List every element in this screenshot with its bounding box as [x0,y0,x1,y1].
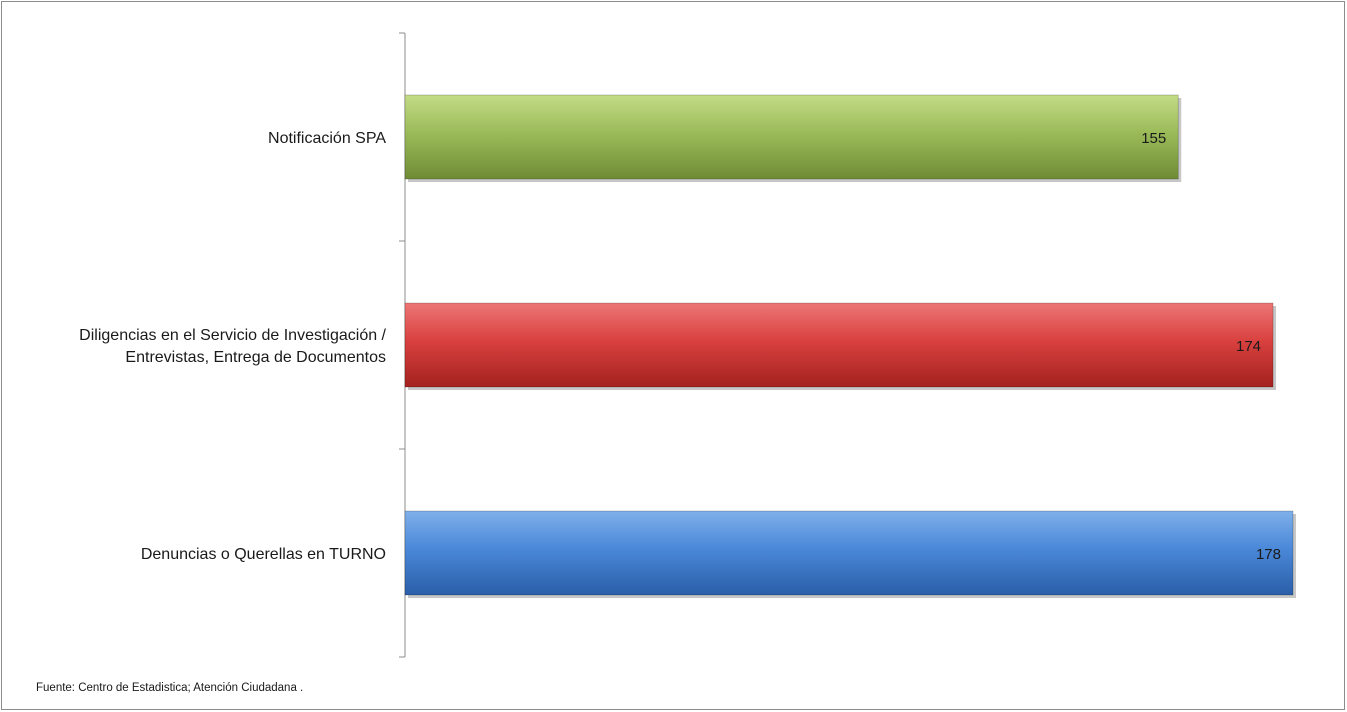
labels: 155 Notificación SPA 174 Diligencias en el … [79,130,1281,563]
category-label-line: Denuncias o Querellas en TURNO [141,546,386,563]
bar [404,510,1294,596]
category-label: Denuncias o Querellas en TURNO [141,546,386,563]
category-label: Diligencias en el Servicio de Investigac… [79,327,386,366]
data-label: 174 [1236,338,1261,355]
data-label: 155 [1141,130,1166,147]
category-label-line: Diligencias en el Servicio de Investigac… [79,327,386,344]
data-label: 178 [1256,546,1281,563]
category-axis [399,32,406,658]
bar [404,302,1274,388]
category-label-line: Notificación SPA [268,130,386,147]
bar [404,94,1179,180]
category-label: Notificación SPA [268,130,386,147]
bars [404,94,1296,598]
source-note: Fuente: Centro de Estadistica; Atención … [36,682,304,694]
category-label-line: Entrevistas, Entrega de Documentos [125,349,386,366]
